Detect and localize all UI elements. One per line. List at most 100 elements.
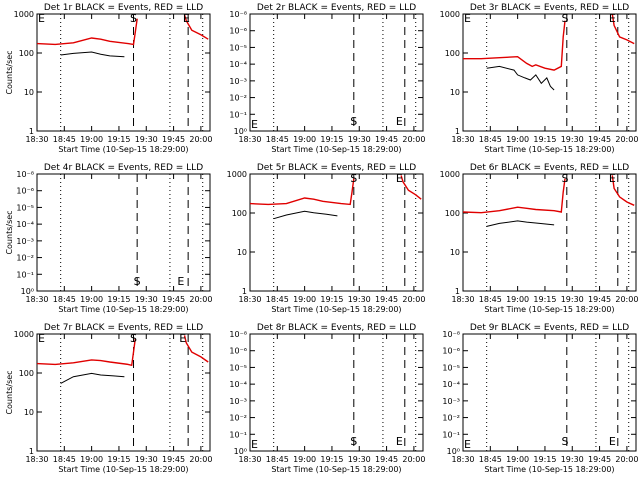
x-axis-label: Start Time (10-Sep-15 18:29:00) <box>271 145 401 154</box>
x-tick-label: 20:00 <box>402 135 425 144</box>
y-tick-label: 10⁻⁴ <box>229 380 247 389</box>
x-tick-label: 19:15 <box>320 295 343 304</box>
y-tick-label: 10⁻⁸ <box>229 10 247 19</box>
y-tick-label: 1 <box>242 287 247 296</box>
x-tick-label: 19:15 <box>533 135 556 144</box>
panel-det-7: Det 7r BLACK = Events, RED = LLD 1 10 100 10… <box>5 323 212 474</box>
x-tick-label: 19:15 <box>320 455 343 464</box>
x-axis-label: Start Time (10-Sep-15 18:29:00) <box>484 465 614 474</box>
x-tick-label: 19:00 <box>506 455 529 464</box>
x-tick-label: 18:30 <box>25 135 48 144</box>
panel-det-2: Det 2r BLACK = Events, RED = LLD 10⁰ 10⁻¹ 1… <box>229 3 425 154</box>
x-tick-label: 19:00 <box>506 135 529 144</box>
lld-series-line <box>400 175 422 200</box>
y-tick-label: 10⁻² <box>442 414 460 423</box>
x-tick-label: 19:30 <box>135 135 158 144</box>
x-tick-label: 19:30 <box>561 295 584 304</box>
x-tick-label: 19:45 <box>162 295 185 304</box>
start-marker: S <box>561 12 568 25</box>
x-tick-label: 19:30 <box>135 295 158 304</box>
x-tick-label: 18:45 <box>479 455 502 464</box>
panel-det-8: Det 8r BLACK = Events, RED = LLD 10⁰ 10⁻¹ 1… <box>229 323 425 474</box>
panel-title: Det 4r BLACK = Events, RED = LLD <box>44 163 203 173</box>
x-tick-label: 18:45 <box>479 135 502 144</box>
lld-series-line <box>183 14 209 40</box>
panel-title: Det 3r BLACK = Events, RED = LLD <box>470 3 629 13</box>
x-axis-label: Start Time (10-Sep-15 18:29:00) <box>58 145 188 154</box>
y-tick-label: 1000 <box>440 10 460 19</box>
x-tick-label: 19:45 <box>162 455 185 464</box>
end-marker: E <box>464 438 471 451</box>
x-tick-label: 19:30 <box>348 455 371 464</box>
y-axis-label: Counts/sec <box>5 50 14 94</box>
end-marker: E <box>183 12 190 25</box>
x-tick-label: 18:45 <box>266 135 289 144</box>
x-tick-label: 18:30 <box>25 455 48 464</box>
y-tick-label: 10⁻² <box>16 254 34 263</box>
y-tick-label: 10⁻³ <box>229 77 247 86</box>
x-tick-label: 19:30 <box>561 455 584 464</box>
lld-series-line <box>36 18 138 46</box>
x-tick-label: 19:00 <box>293 295 316 304</box>
lld-series-line <box>463 20 566 71</box>
x-tick-label: 18:45 <box>53 135 76 144</box>
y-axis-label: Counts/sec <box>5 370 14 414</box>
y-tick-label: 10⁻⁶ <box>229 27 247 36</box>
y-tick-label: 100 <box>445 49 460 58</box>
x-tick-label: 20:00 <box>189 135 212 144</box>
start-marker: S <box>130 12 137 25</box>
x-tick-label: 18:45 <box>53 455 76 464</box>
x-tick-label: 20:00 <box>615 295 638 304</box>
y-tick-label: 10 <box>24 408 34 417</box>
x-axis-label: Start Time (10-Sep-15 18:29:00) <box>484 305 614 314</box>
lld-series-line <box>249 178 355 206</box>
x-tick-label: 18:30 <box>25 295 48 304</box>
y-tick-label: 10⁻⁴ <box>442 380 460 389</box>
end-marker: E <box>179 332 186 345</box>
lld-series-line <box>611 13 635 45</box>
plot-frame <box>36 13 211 132</box>
y-tick-label: 1 <box>29 127 34 136</box>
start-marker: S <box>561 172 568 185</box>
panel-title: Det 5r BLACK = Events, RED = LLD <box>257 163 416 173</box>
x-tick-label: 18:30 <box>451 135 474 144</box>
y-tick-label: 10 <box>450 248 460 257</box>
x-tick-label: 19:00 <box>293 455 316 464</box>
events-series-line <box>60 372 125 384</box>
panel-det-6: Det 6r BLACK = Events, RED = LLD 1 10 100 10… <box>440 163 639 314</box>
x-tick-label: 19:45 <box>162 135 185 144</box>
y-tick-label: 1000 <box>440 170 460 179</box>
x-axis-label: Start Time (10-Sep-15 18:29:00) <box>58 465 188 474</box>
x-axis-label: Start Time (10-Sep-15 18:29:00) <box>271 305 401 314</box>
panel-det-9: Det 9r BLACK = Events, RED = LLD 10⁰ 10⁻¹ 1… <box>442 323 638 474</box>
y-tick-label: 10⁰ <box>447 447 460 456</box>
y-tick-label: 100 <box>19 369 34 378</box>
x-tick-label: 19:45 <box>588 135 611 144</box>
lld-series-line <box>611 175 635 206</box>
plot-frame <box>462 333 637 452</box>
y-tick-label: 10⁻³ <box>16 237 34 246</box>
y-tick-label: 10⁻³ <box>229 397 247 406</box>
y-tick-label: 10⁻⁶ <box>16 187 34 196</box>
y-tick-label: 10 <box>24 88 34 97</box>
panel-title: Det 9r BLACK = Events, RED = LLD <box>470 323 629 333</box>
end-marker: E <box>396 435 403 448</box>
y-tick-label: 10⁻⁵ <box>16 203 34 212</box>
panel-det-1: Det 1r BLACK = Events, RED = LLD 1 10 100 10… <box>5 3 212 154</box>
y-tick-label: 10⁻⁶ <box>229 347 247 356</box>
x-tick-label: 18:30 <box>238 295 261 304</box>
y-tick-label: 10 <box>237 248 247 257</box>
y-tick-label: 10⁻⁶ <box>442 347 460 356</box>
lld-series-line <box>36 338 136 367</box>
end-marker: E <box>609 435 616 448</box>
start-marker: S <box>350 172 357 185</box>
y-tick-label: 10⁻⁸ <box>16 170 34 179</box>
y-tick-label: 10⁻⁸ <box>442 330 460 339</box>
start-marker: S <box>561 435 568 448</box>
y-tick-label: 10⁻¹ <box>229 430 247 439</box>
x-tick-label: 19:00 <box>80 455 103 464</box>
end-marker: E <box>609 172 616 185</box>
end-marker: E <box>396 172 403 185</box>
lld-series-line <box>462 178 566 214</box>
y-tick-label: 10⁻⁸ <box>229 330 247 339</box>
